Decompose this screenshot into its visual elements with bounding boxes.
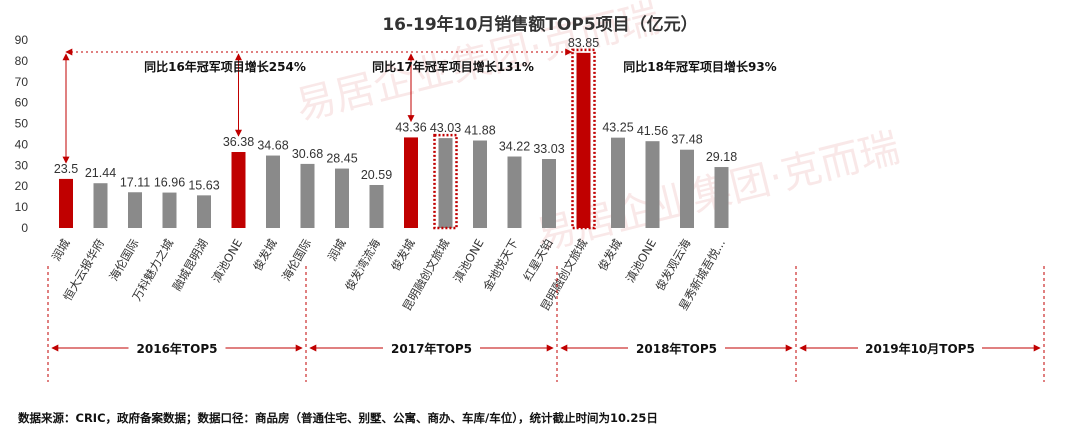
y-tick-label: 90 bbox=[15, 33, 29, 47]
y-tick-label: 10 bbox=[15, 200, 29, 214]
bar bbox=[93, 183, 108, 228]
bar bbox=[59, 178, 73, 228]
bar bbox=[266, 155, 280, 228]
bar bbox=[128, 192, 142, 228]
data-label: 41.56 bbox=[637, 124, 668, 138]
bar bbox=[680, 149, 694, 228]
data-label: 16.96 bbox=[154, 176, 185, 190]
y-tick-label: 60 bbox=[15, 96, 29, 110]
annotation-layer: 同比16年冠军项目增长254% 同比17年冠军项目增长131% 同比18年冠军项目增… bbox=[62, 48, 777, 164]
bar bbox=[300, 163, 315, 228]
category-label: 滇池ONE bbox=[209, 237, 245, 286]
data-label: 41.88 bbox=[464, 124, 495, 138]
bar bbox=[369, 184, 384, 228]
category-label: 滇池ONE bbox=[451, 237, 487, 286]
data-label: 37.48 bbox=[671, 133, 702, 147]
data-label: 23.5 bbox=[54, 162, 78, 176]
data-label: 83.85 bbox=[568, 36, 599, 50]
bar bbox=[576, 52, 591, 229]
bar bbox=[714, 167, 729, 228]
y-tick-label: 30 bbox=[15, 158, 29, 172]
group-label: 2017年TOP5 bbox=[391, 341, 472, 356]
bar bbox=[473, 140, 487, 228]
category-label: 润城 bbox=[325, 236, 349, 263]
group-label: 2019年10月TOP5 bbox=[865, 341, 975, 356]
bar bbox=[404, 137, 418, 228]
group-brackets: 2016年TOP5 2017年TOP5 2018年TOP5 2019年10月TOP5 bbox=[47, 266, 1045, 382]
group-label: 2016年TOP5 bbox=[137, 341, 218, 356]
y-tick-label: 80 bbox=[15, 54, 29, 68]
growth-annotation: 同比17年冠军项目增长131% bbox=[372, 59, 534, 74]
y-axis: 0 10 20 30 40 50 60 70 80 90 bbox=[15, 33, 29, 235]
source-note: 数据来源：CRIC，政府备案数据；数据口径：商品房（普通住宅、别墅、公寓、商办、… bbox=[18, 411, 658, 425]
category-label: 滇池ONE bbox=[623, 237, 659, 286]
bar bbox=[335, 168, 349, 228]
bar bbox=[162, 192, 177, 228]
y-tick-label: 0 bbox=[21, 221, 28, 235]
category-label: 金地悦天下 bbox=[480, 237, 521, 294]
data-label: 34.68 bbox=[257, 139, 288, 153]
bar bbox=[611, 137, 625, 228]
data-label: 43.25 bbox=[602, 121, 633, 135]
data-label: 30.68 bbox=[292, 147, 323, 161]
y-tick-label: 40 bbox=[15, 137, 29, 151]
category-label: 俊发城 bbox=[388, 236, 418, 273]
category-label: 海伦国际 bbox=[106, 237, 141, 284]
group-label: 2018年TOP5 bbox=[636, 341, 717, 356]
category-label: 俊发湾流海 bbox=[342, 236, 383, 293]
bar bbox=[507, 156, 522, 228]
group-label-bg bbox=[128, 338, 226, 358]
bar bbox=[542, 159, 556, 228]
y-tick-label: 70 bbox=[15, 75, 29, 89]
category-label: 俊发城 bbox=[250, 236, 280, 273]
group-label-bg bbox=[383, 338, 480, 358]
data-label: 43.03 bbox=[430, 121, 461, 135]
y-tick-label: 20 bbox=[15, 179, 29, 193]
data-label: 21.44 bbox=[85, 166, 116, 180]
data-label: 43.36 bbox=[395, 120, 426, 134]
highlight-box bbox=[433, 133, 458, 230]
bar bbox=[438, 138, 453, 228]
growth-annotation: 同比18年冠军项目增长93% bbox=[623, 59, 776, 74]
growth-annotation: 同比16年冠军项目增长254% bbox=[144, 59, 306, 74]
data-label: 17.11 bbox=[120, 175, 150, 189]
data-label: 33.03 bbox=[533, 142, 564, 156]
data-label: 36.38 bbox=[223, 135, 254, 149]
category-label: 融城昆明湖 bbox=[170, 237, 211, 294]
data-label: 34.22 bbox=[499, 140, 530, 154]
data-label: 28.45 bbox=[326, 152, 357, 166]
bar bbox=[197, 195, 211, 228]
data-label: 20.59 bbox=[361, 168, 392, 182]
bar bbox=[645, 141, 660, 228]
group-label-bg bbox=[628, 338, 725, 358]
category-label: 润城 bbox=[49, 236, 73, 263]
category-label: 海伦国际 bbox=[279, 237, 314, 284]
y-tick-label: 50 bbox=[15, 117, 29, 131]
data-label: 15.63 bbox=[188, 178, 219, 192]
data-label: 29.18 bbox=[706, 150, 737, 164]
bar bbox=[231, 152, 246, 228]
chart-title: 16-19年10月销售额TOP5项目（亿元） bbox=[382, 14, 697, 35]
group-label-bg bbox=[858, 338, 982, 358]
